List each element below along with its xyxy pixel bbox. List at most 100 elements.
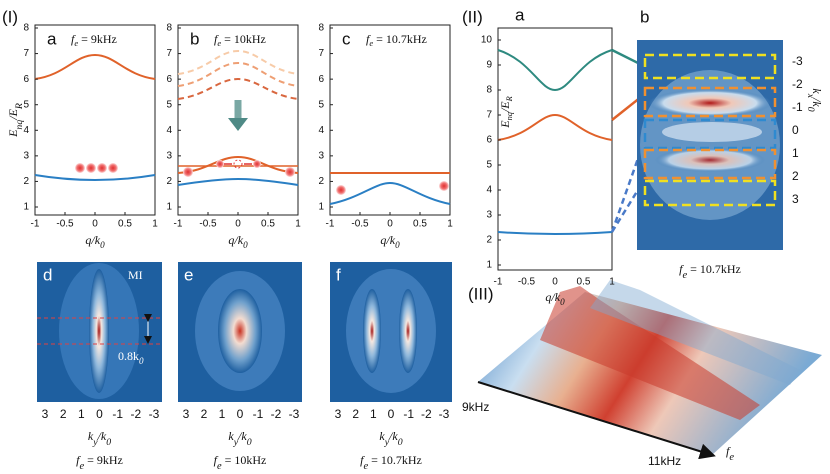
text-part: f — [214, 453, 219, 467]
x-tick-label: 1 — [152, 219, 158, 230]
band-curve — [497, 113, 613, 141]
text-part: f — [71, 32, 76, 46]
y-tick-label: -3 — [792, 54, 803, 68]
x-axis-label: ky/k0 — [228, 429, 251, 448]
tof-image — [637, 40, 783, 250]
y-tick-label: 3 — [166, 150, 172, 161]
x-tick-label: 2 — [201, 407, 208, 421]
x-axis-label: q/k0 — [545, 290, 565, 307]
x-tick-label: -2 — [421, 407, 432, 421]
y-tick-label: 5 — [23, 99, 29, 110]
band-curve — [34, 174, 156, 181]
text-part: e — [74, 39, 78, 48]
panel-letter: a — [47, 29, 57, 48]
x-tick-label: -1 — [494, 277, 503, 288]
text-part: 0 — [106, 437, 111, 448]
y-tick-label: 4 — [23, 125, 29, 136]
y-tick-label: 4 — [166, 125, 172, 136]
text-part: q/k — [545, 290, 560, 304]
x-tick-label: -1 — [253, 407, 264, 421]
text-part: e — [217, 39, 221, 48]
y-tick-label: 6 — [166, 74, 172, 85]
text-part: /k — [97, 429, 107, 443]
x-tick-label: 0 — [388, 407, 395, 421]
text-part: /k — [237, 429, 247, 443]
plot-frame — [497, 27, 613, 271]
text-part: 0 — [560, 297, 565, 307]
frequency-label: fe = 10kHz — [214, 453, 267, 472]
band-curve — [497, 231, 613, 235]
text-part: 0.8k — [118, 349, 139, 363]
y-tick-label: 8 — [318, 23, 324, 34]
x-tick-label: 3 — [183, 407, 190, 421]
x-tick-label: -3 — [439, 407, 450, 421]
surface-plot — [477, 280, 822, 460]
text-part: E — [6, 129, 20, 138]
band-curve — [177, 155, 299, 174]
y-tick-label: 5 — [166, 99, 172, 110]
text-part: 0 — [243, 240, 248, 250]
y-tick-label: 6 — [23, 74, 29, 85]
x-axis-label: q/k0 — [85, 233, 105, 250]
panel-letter: b — [190, 29, 199, 48]
text-part: 0 — [398, 437, 403, 448]
frequency-label: fe = 10.7kHz — [366, 32, 427, 49]
y-axis-label: Enq/ER — [6, 103, 25, 138]
text-part: nq — [505, 112, 514, 120]
text-part: 0 — [247, 437, 252, 448]
y-tick-label: 8 — [23, 23, 29, 34]
text-part: f — [726, 444, 731, 458]
x-tick-label: 0 — [235, 219, 241, 230]
text-part: e — [682, 270, 687, 281]
y-tick-label: -2 — [792, 77, 803, 91]
x-tick-label: -2 — [271, 407, 282, 421]
y-tick-label: 8 — [486, 85, 492, 96]
x-axis-label: ky/k0 — [88, 429, 111, 448]
text-part: f — [366, 32, 371, 46]
x-tick-label: -0.5 — [518, 277, 536, 288]
y-tick-label: 2 — [166, 176, 172, 187]
x-tick-label: 0 — [237, 407, 244, 421]
x-tick-label: -0.5 — [351, 219, 369, 230]
frequency-label: fe = 9kHz — [71, 32, 117, 49]
x-tick-label: 0.5 — [118, 219, 132, 230]
band-curve — [177, 177, 299, 186]
section-label: (II) — [462, 7, 483, 26]
x-tick-label: 0.5 — [413, 219, 427, 230]
text-part: E — [498, 120, 512, 129]
x-tick-label: 1 — [219, 407, 226, 421]
text-part: k — [810, 88, 824, 94]
y-tick-label: 3 — [486, 210, 492, 221]
band-curve — [177, 61, 299, 87]
x-tick-label: -0.5 — [199, 219, 217, 230]
text-part: f — [360, 453, 365, 467]
x-tick-label: 2 — [60, 407, 67, 421]
y-tick-label: 2 — [318, 176, 324, 187]
y-tick-label: 2 — [486, 235, 492, 246]
axis-label: 11kHz — [648, 454, 681, 468]
text-part: y — [92, 437, 98, 448]
y-tick-label: 1 — [318, 202, 324, 213]
tof-image — [330, 262, 452, 402]
y-tick-label: 7 — [23, 48, 29, 59]
text-part: R — [505, 96, 514, 102]
x-tick-label: -1 — [174, 219, 183, 230]
y-axis-label: Enq/ER — [498, 96, 515, 129]
text-part: e — [79, 461, 84, 472]
y-tick-label: 5 — [318, 99, 324, 110]
text-part: f — [679, 262, 684, 276]
text-part: k — [88, 429, 94, 443]
x-tick-label: 0.5 — [577, 277, 591, 288]
width-label: 0.8k0 — [118, 349, 144, 366]
y-tick-label: 7 — [166, 48, 172, 59]
text-part: 0 — [395, 240, 400, 250]
section-label: (III) — [468, 284, 494, 303]
y-tick-label: 7 — [318, 48, 324, 59]
section-label: (I) — [2, 7, 18, 26]
arrow — [228, 118, 248, 131]
x-axis-label: ky/k0 — [379, 429, 402, 448]
x-tick-label: -1 — [326, 219, 335, 230]
y-tick-label: 4 — [486, 185, 492, 196]
y-tick-label: 2 — [792, 169, 799, 183]
axis-label: 9kHz — [462, 400, 489, 414]
